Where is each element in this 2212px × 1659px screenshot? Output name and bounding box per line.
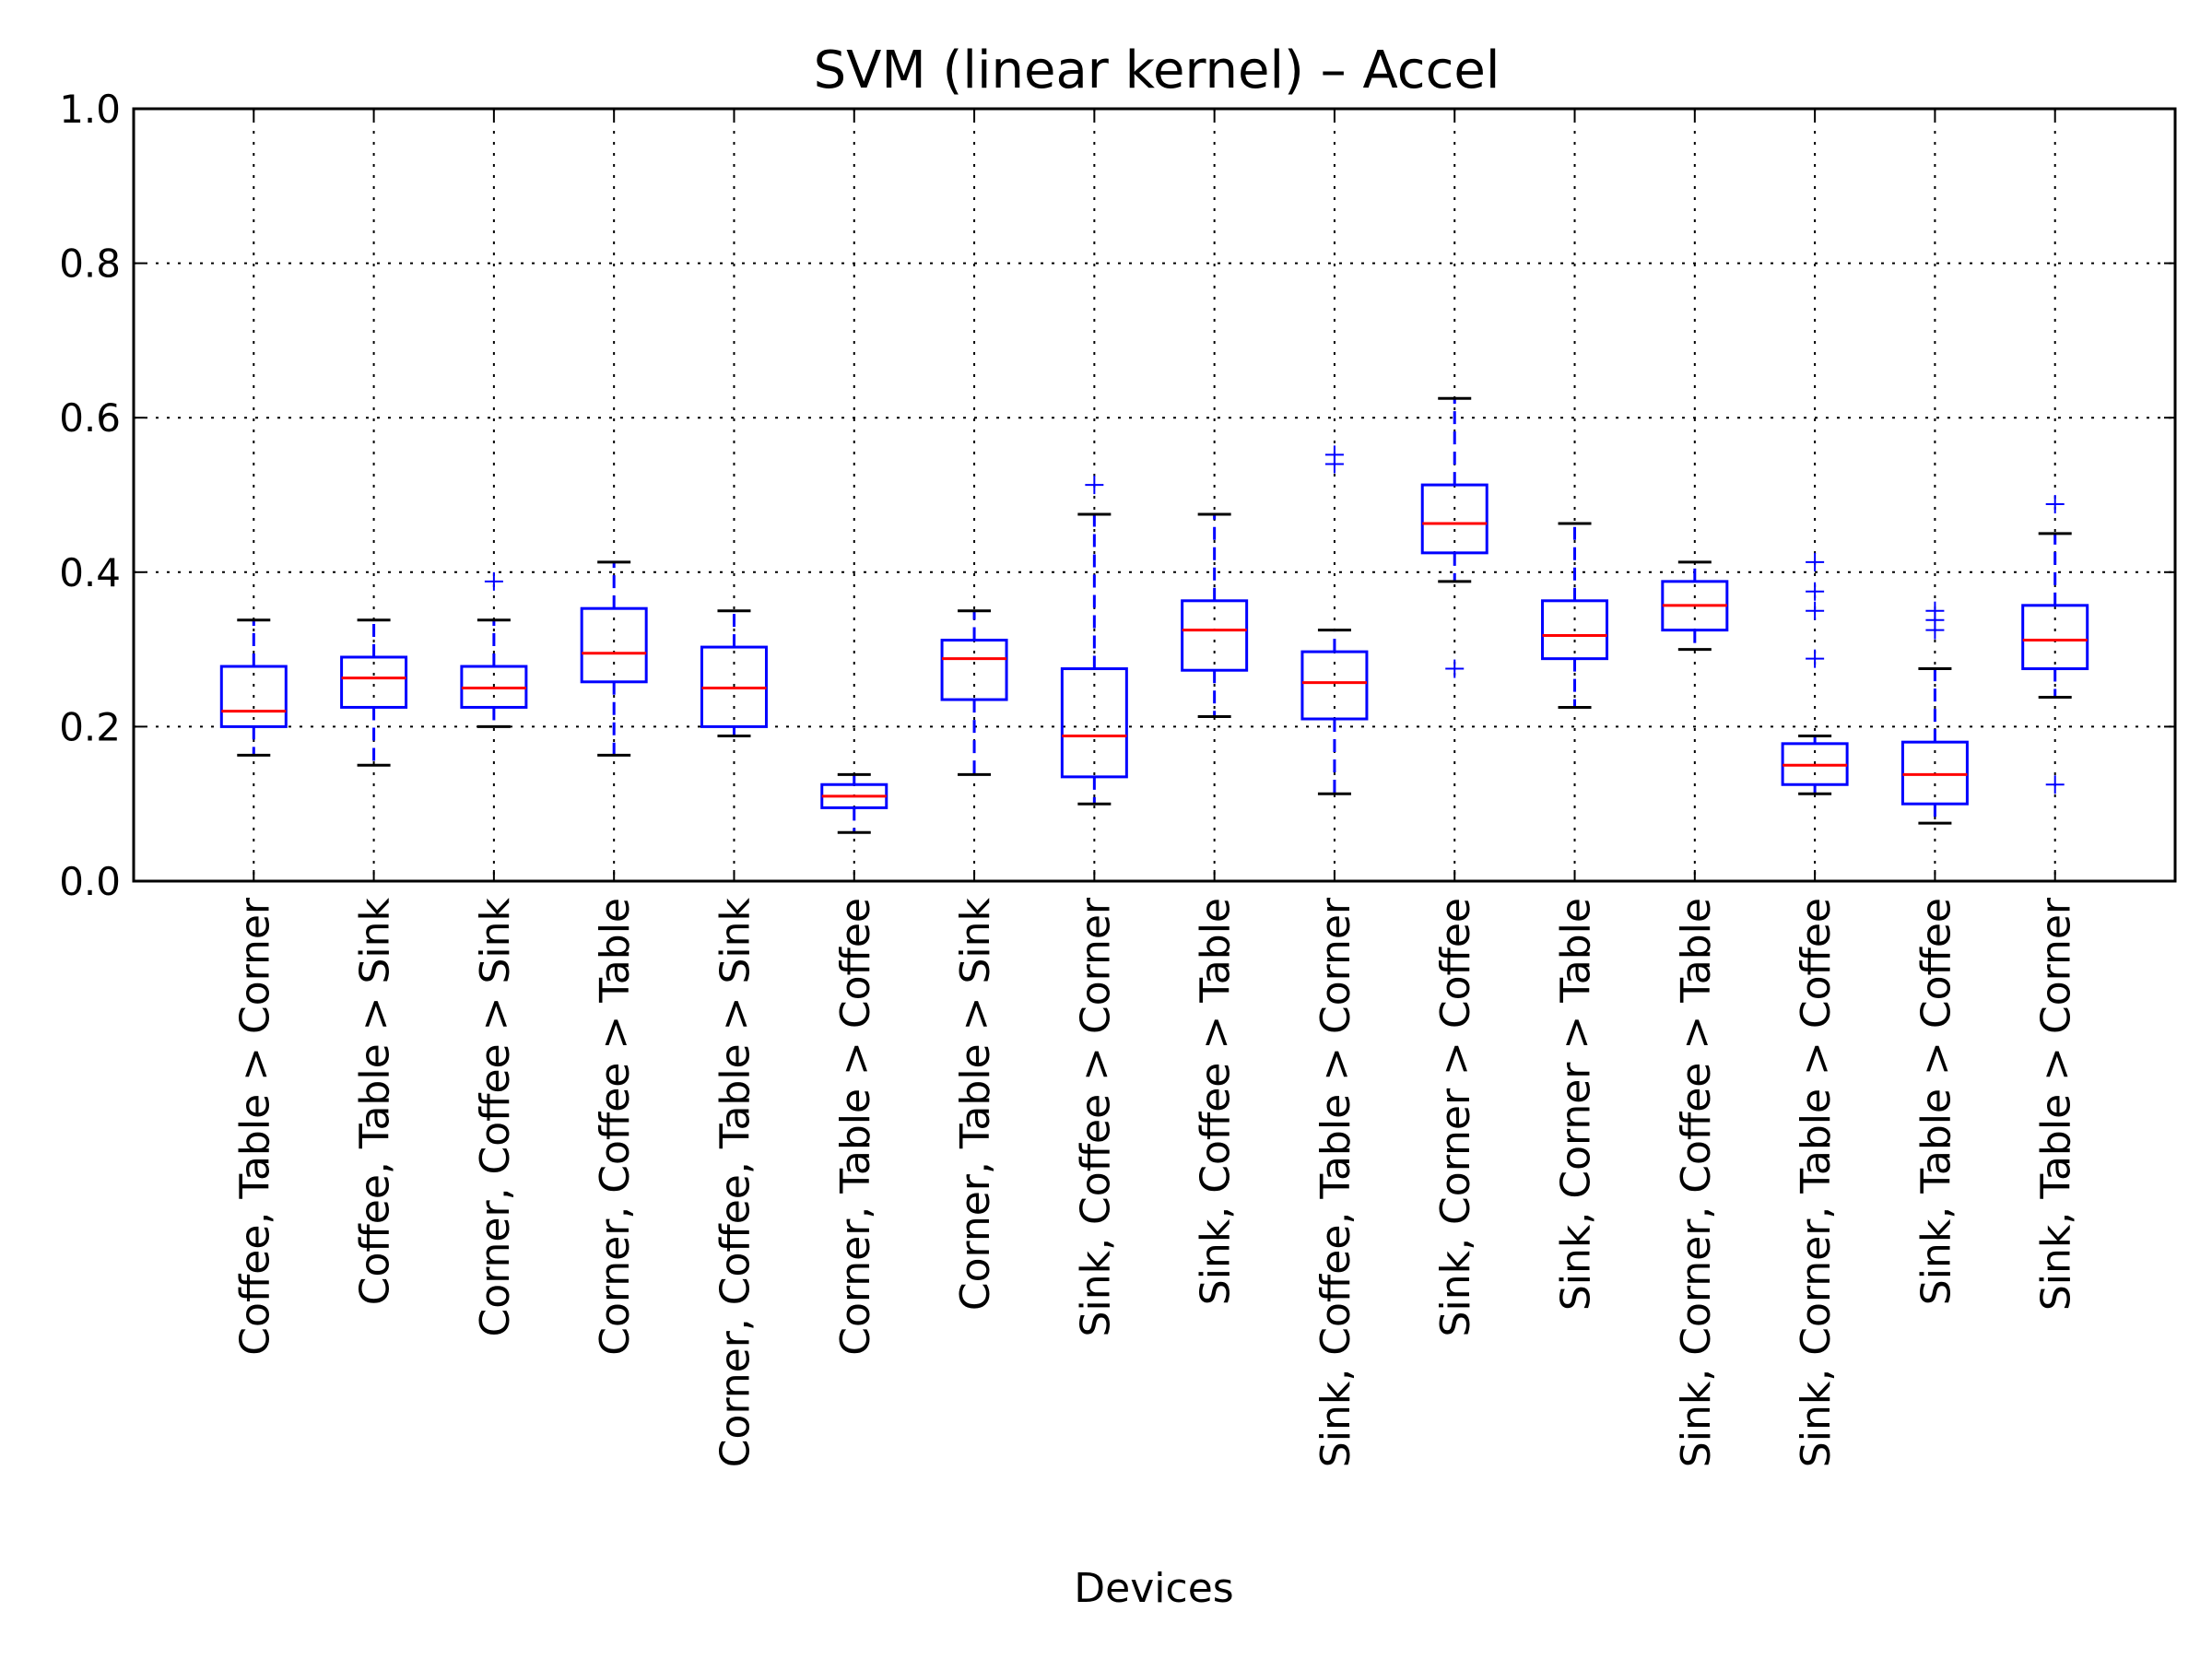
box-13 <box>1661 560 1729 652</box>
iqr-box <box>219 665 288 728</box>
x-tick-label: Sink, Coffee > Corner <box>1072 897 1119 1336</box>
y-tick-label: 0.4 <box>59 550 121 595</box>
x-tick-label: Sink, Coffee, Table > Corner <box>1312 897 1359 1467</box>
x-tick-label: Coffee, Table > Corner <box>231 897 278 1356</box>
box-8 <box>1060 476 1128 806</box>
iqr-box <box>1300 650 1369 721</box>
box-16 <box>2021 495 2089 794</box>
outlier-marker <box>1085 476 1104 495</box>
box-7 <box>940 609 1008 776</box>
box-14 <box>1781 552 1849 795</box>
box-4 <box>580 560 648 757</box>
x-tick-label: Corner, Coffee, Table > Sink <box>712 897 759 1467</box>
chart-title: SVM (linear kernel) – Accel <box>814 41 1500 100</box>
box-15 <box>1900 601 1969 825</box>
iqr-box <box>940 639 1008 701</box>
x-tick-label: Sink, Corner, Coffee > Table <box>1673 898 1720 1467</box>
y-tick-label: 0.8 <box>59 241 121 287</box>
x-tick-label: Sink, Table > Corner <box>2033 897 2080 1311</box>
iqr-box <box>1900 740 1969 806</box>
outlier-marker <box>2045 775 2065 794</box>
iqr-box <box>1541 599 1609 661</box>
box-series <box>219 396 2089 834</box>
x-axis: Coffee, Table > Corner Coffee, Table > Si… <box>231 109 2080 1467</box>
outlier-marker <box>484 571 503 591</box>
x-tick-label: Sink, Corner > Coffee <box>1432 898 1479 1336</box>
x-tick-label: Sink, Coffee > Table <box>1193 898 1240 1305</box>
box-5 <box>700 609 768 737</box>
y-tick-label: 0.6 <box>59 395 121 441</box>
y-tick-label: 1.0 <box>59 87 121 132</box>
box-2 <box>340 618 408 767</box>
iqr-box <box>1060 667 1128 779</box>
x-tick-label: Corner, Coffee > Sink <box>472 897 519 1336</box>
x-tick-label: Corner, Coffee > Table <box>592 898 639 1356</box>
iqr-box <box>1420 483 1488 555</box>
outlier-marker <box>1806 552 1825 571</box>
y-tick-label: 0.2 <box>59 704 121 749</box>
box-1 <box>219 618 288 757</box>
box-6 <box>820 772 888 834</box>
x-tick-label: Sink, Corner, Table > Coffee <box>1793 898 1840 1467</box>
outlier-marker <box>1925 601 1945 620</box>
y-tick-label: 0.0 <box>59 859 121 904</box>
outlier-marker <box>1445 659 1465 678</box>
x-axis-label: Devices <box>1074 1565 1233 1612</box>
x-tick-label: Coffee, Table > Sink <box>352 897 399 1305</box>
outlier-marker <box>1806 601 1825 620</box>
iqr-box <box>1181 599 1249 672</box>
x-tick-label: Sink, Table > Coffee <box>1912 898 1959 1305</box>
box-9 <box>1181 512 1249 719</box>
x-tick-label: Corner, Table > Coffee <box>832 898 879 1356</box>
outlier-marker <box>1806 649 1825 668</box>
iqr-box <box>340 655 408 709</box>
box-10 <box>1300 445 1369 795</box>
outlier-marker <box>1324 445 1344 465</box>
y-axis: 0.0 0.2 0.4 0.6 0.8 1.0 <box>59 87 2175 904</box>
outlier-marker <box>1806 582 1825 601</box>
box-3 <box>460 571 528 728</box>
x-tick-label: Corner, Table > Sink <box>952 897 999 1311</box>
box-12 <box>1541 522 1609 709</box>
box-11 <box>1420 396 1488 678</box>
outlier-marker <box>2045 495 2065 514</box>
plot-frame <box>132 107 2177 883</box>
x-tick-label: Sink, Corner > Table <box>1553 898 1600 1311</box>
gridlines <box>134 109 2175 881</box>
iqr-box <box>580 606 648 684</box>
iqr-box <box>2021 604 2089 671</box>
